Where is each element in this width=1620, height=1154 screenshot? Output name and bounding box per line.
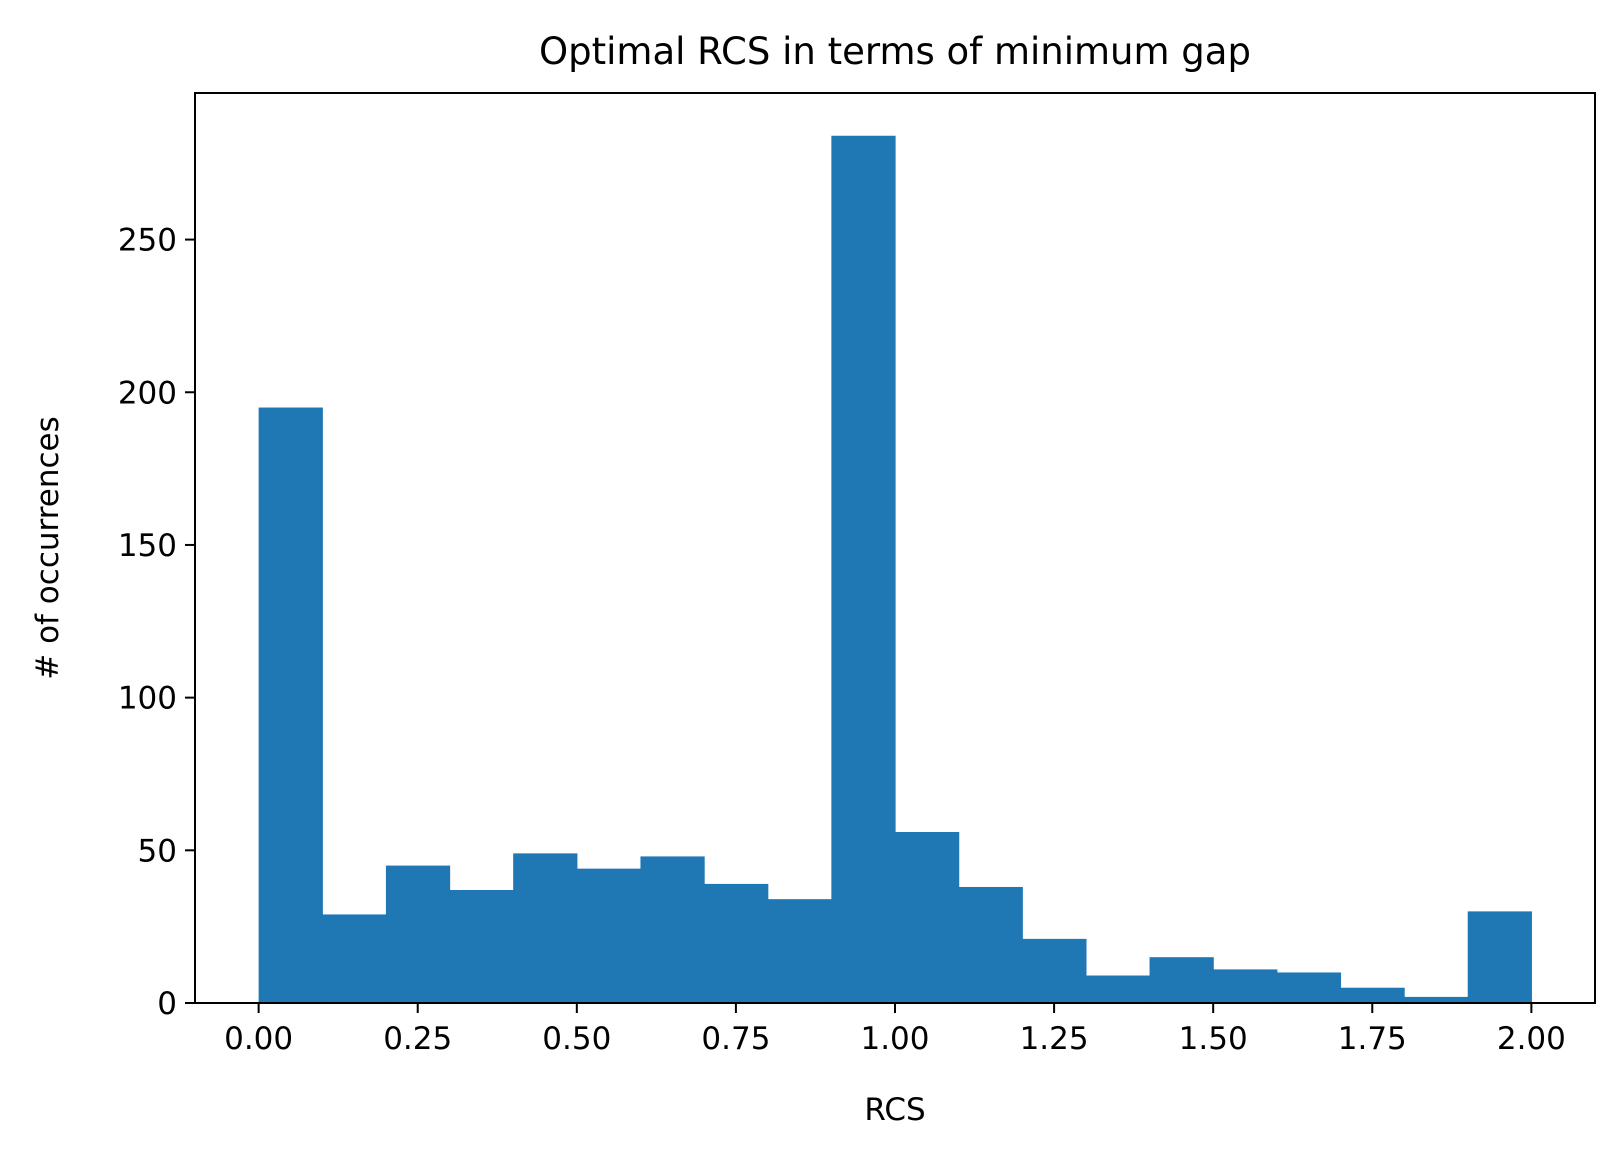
histogram-bar: [1404, 996, 1469, 1003]
x-axis-ticks: 0.00 0.25 0.50 0.75 1.00 1.25 1.50 1.75 2.00: [224, 1003, 1566, 1057]
histogram-bar: [449, 890, 514, 1003]
histogram-bar: [1467, 911, 1532, 1003]
histogram-bar: [1149, 957, 1214, 1003]
histogram-bar: [322, 914, 387, 1003]
x-tick-label: 1.25: [1020, 1021, 1089, 1057]
x-tick-label: 1.75: [1338, 1021, 1407, 1057]
y-tick-label: 50: [138, 833, 177, 869]
histogram-bar: [385, 865, 451, 1003]
x-tick-label: 1.50: [1179, 1021, 1248, 1057]
y-axis-label: # of occurrences: [30, 416, 66, 680]
histogram-bar: [767, 899, 832, 1003]
y-tick-label: 200: [118, 375, 177, 411]
histogram-bar: [1213, 969, 1278, 1003]
histogram-bar: [513, 853, 578, 1003]
y-tick-label: 100: [118, 681, 177, 717]
bars-group: [258, 135, 1532, 1003]
x-tick-label: 1.00: [860, 1021, 929, 1057]
x-axis-label: RCS: [864, 1092, 925, 1128]
histogram-bar: [1022, 938, 1087, 1003]
x-tick-label: 0.75: [701, 1021, 770, 1057]
histogram-bar: [895, 831, 960, 1003]
x-tick-label: 0.00: [224, 1021, 293, 1057]
y-tick-label: 250: [118, 223, 177, 259]
histogram-bar: [576, 868, 642, 1003]
histogram-bar: [958, 886, 1023, 1003]
histogram-bar: [1276, 972, 1342, 1003]
histogram-bar: [1340, 987, 1405, 1003]
y-tick-label: 0: [157, 986, 177, 1022]
histogram-bar: [1085, 975, 1151, 1003]
y-tick-label: 150: [118, 528, 177, 564]
y-axis-ticks: 0 50 100 150 200 250: [118, 223, 195, 1022]
x-tick-label: 2.00: [1497, 1021, 1566, 1057]
chart-title: Optimal RCS in terms of minimum gap: [539, 30, 1251, 73]
histogram-bar: [704, 883, 769, 1003]
histogram-bar: [640, 856, 705, 1003]
histogram-bar: [831, 135, 896, 1003]
x-tick-label: 0.25: [383, 1021, 452, 1057]
histogram-bar: [258, 407, 323, 1003]
x-tick-label: 0.50: [542, 1021, 611, 1057]
